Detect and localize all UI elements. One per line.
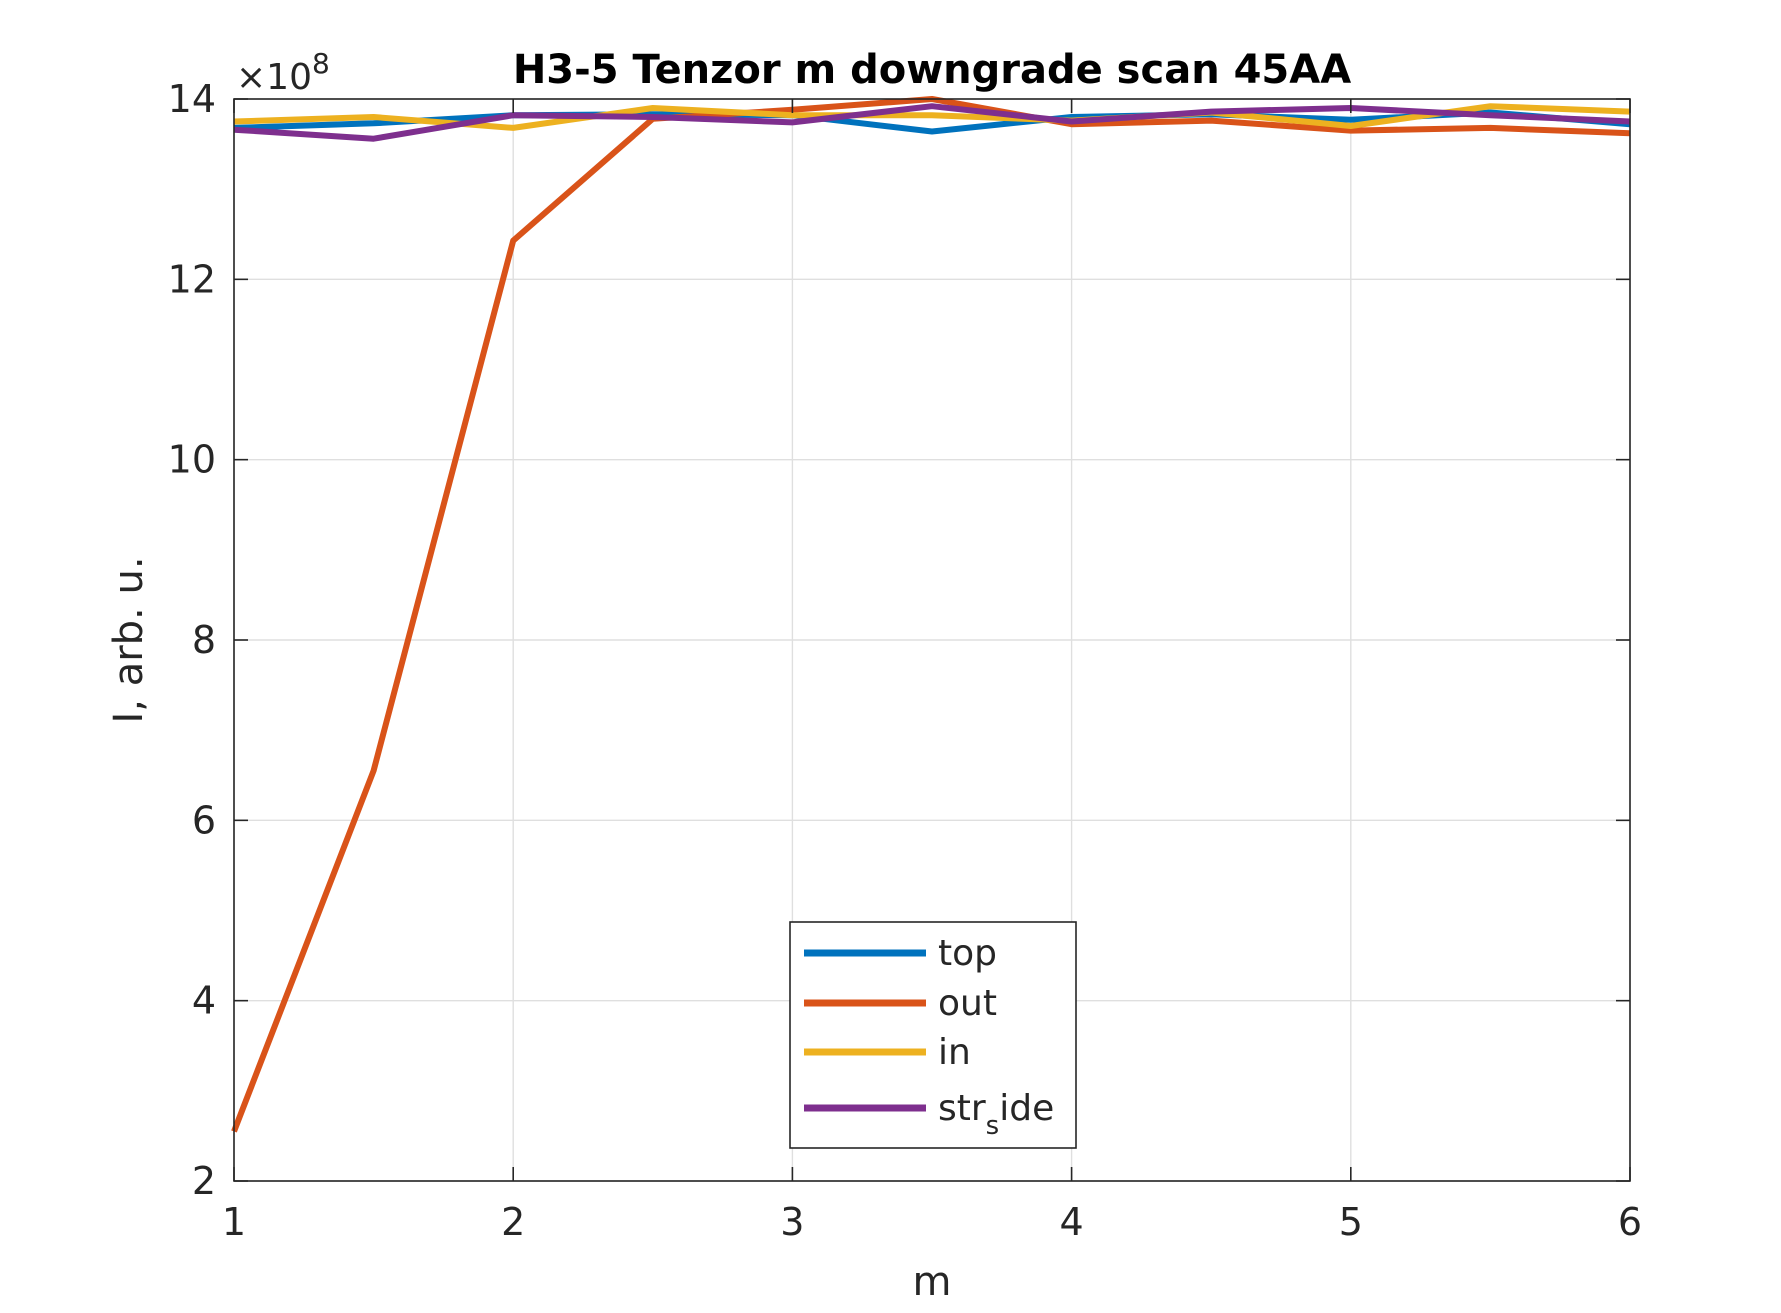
legend-label: in: [938, 1032, 971, 1073]
y-exponent-power: 8: [312, 47, 330, 80]
legend-label: top: [938, 933, 997, 974]
y-exponent-prefix: ×10: [236, 57, 312, 98]
y-tick-labels: 2 4 6 8 10 12 14: [168, 77, 216, 1203]
x-tick-label: 2: [501, 1200, 525, 1244]
y-exponent: ×108: [236, 47, 330, 98]
x-tick-label: 6: [1618, 1200, 1642, 1244]
y-tick-label: 6: [192, 798, 216, 842]
series-line-4: [233, 103, 1631, 142]
y-axis-label: I, arb. u.: [106, 556, 152, 723]
grid: [233, 98, 1631, 1182]
x-tick-label: 5: [1339, 1200, 1363, 1244]
x-tick-label: 1: [222, 1200, 246, 1244]
x-tick-label: 4: [1060, 1200, 1084, 1244]
y-tick-label: 2: [192, 1159, 216, 1203]
x-tick-label: 3: [780, 1200, 804, 1244]
legend-label: strside: [938, 1088, 1054, 1141]
y-tick-label: 10: [168, 438, 216, 482]
legend-label: out: [938, 983, 997, 1024]
chart-title: H3-5 Tenzor m downgrade scan 45AA: [513, 47, 1351, 93]
legend: top out in strside: [789, 921, 1077, 1149]
axis-ticks: [233, 98, 1631, 1182]
y-tick-label: 14: [168, 77, 216, 121]
y-tick-label: 12: [168, 257, 216, 301]
x-tick-labels: 1 2 3 4 5 6: [222, 1200, 1642, 1244]
x-axis-label: m: [913, 1259, 952, 1305]
y-tick-label: 4: [192, 979, 216, 1023]
y-tick-label: 8: [192, 618, 216, 662]
